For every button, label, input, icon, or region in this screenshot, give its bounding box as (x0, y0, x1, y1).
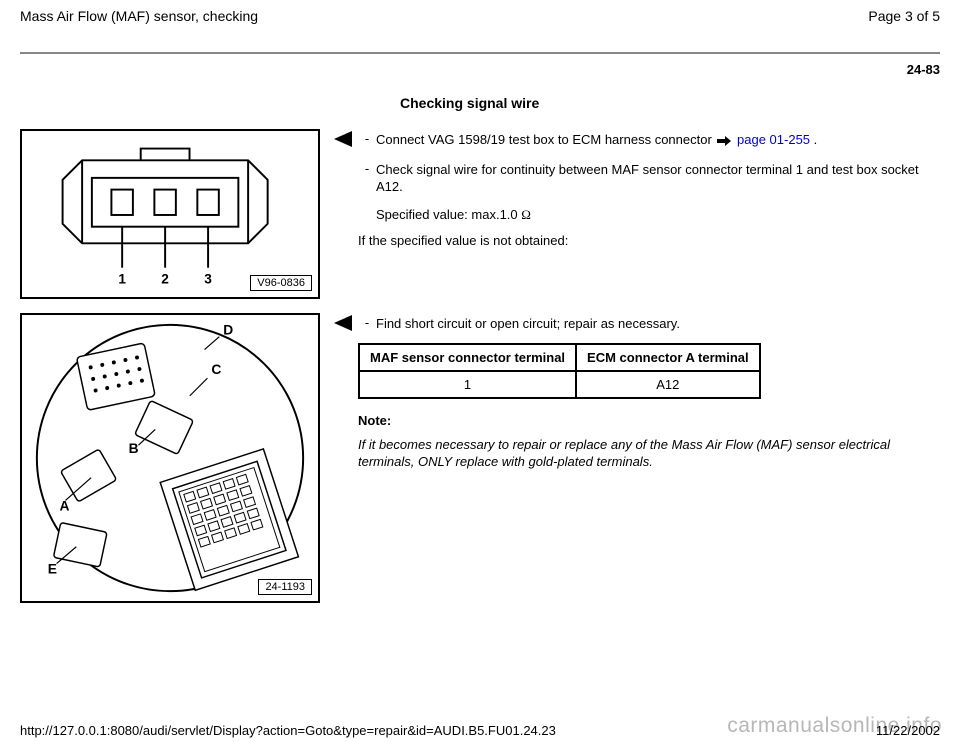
callout-c: C (211, 362, 221, 377)
footer: http://127.0.0.1:8080/audi/servlet/Displ… (0, 723, 960, 738)
bullet-dash: - (358, 161, 376, 176)
th-ecm: ECM connector A terminal (576, 344, 760, 371)
note-label: Note: (358, 413, 940, 428)
callout-e: E (48, 561, 57, 576)
figure-tag-2: 24-1193 (258, 579, 312, 595)
bullet-dash: - (358, 315, 376, 330)
callout-b: B (129, 441, 139, 456)
condition-line: If the specified value is not obtained: (358, 233, 940, 248)
callout-a: A (60, 498, 70, 513)
figure-connector: 1 2 3 V96-0836 (20, 129, 320, 299)
pointer-left-icon (334, 315, 352, 331)
spec-line: Specified value: max.1.0 Ω (376, 206, 940, 224)
footer-url: http://127.0.0.1:8080/audi/servlet/Displ… (20, 723, 556, 738)
note-body: If it becomes necessary to repair or rep… (358, 436, 940, 471)
section-heading: Checking signal wire (400, 95, 940, 111)
bullet-1-prefix: Connect VAG 1598/19 test box to ECM harn… (376, 132, 715, 147)
page-number: Page 3 of 5 (868, 8, 940, 24)
page-link-01-255[interactable]: page 01-255 (737, 132, 810, 147)
bullet-3: Find short circuit or open circuit; repa… (376, 315, 940, 333)
th-maf: MAF sensor connector terminal (359, 344, 576, 371)
bullet-1: Connect VAG 1598/19 test box to ECM harn… (376, 131, 940, 151)
figure-test-box: A B C D E 24-1193 (20, 313, 320, 603)
td-ecm: A12 (576, 371, 760, 398)
pointer-left-icon (334, 131, 352, 147)
divider (20, 52, 940, 54)
table-row: 1 A12 (359, 371, 760, 398)
page-code: 24-83 (20, 62, 940, 77)
pin-label-2: 2 (161, 271, 169, 286)
spec-prefix: Specified value: max.1.0 (376, 207, 521, 222)
figure-tag-1: V96-0836 (250, 275, 312, 291)
block-2: A B C D E 24-1193 - Find short circuit o… (20, 313, 940, 603)
doc-title: Mass Air Flow (MAF) sensor, checking (20, 8, 258, 24)
bullet-dash: - (358, 131, 376, 146)
callout-d: D (223, 323, 233, 338)
bullet-1-suffix: . (810, 132, 817, 147)
footer-date: 11/22/2002 (876, 723, 940, 738)
ohm-icon: Ω (521, 207, 531, 222)
block-1: 1 2 3 V96-0836 - Connect VAG 1598/19 tes… (20, 129, 940, 299)
terminal-table: MAF sensor connector terminal ECM connec… (358, 343, 761, 399)
td-maf: 1 (359, 371, 576, 398)
pin-label-1: 1 (118, 271, 126, 286)
bullet-2: Check signal wire for continuity between… (376, 161, 940, 196)
pin-label-3: 3 (204, 271, 212, 286)
goto-arrow-icon (717, 133, 731, 151)
